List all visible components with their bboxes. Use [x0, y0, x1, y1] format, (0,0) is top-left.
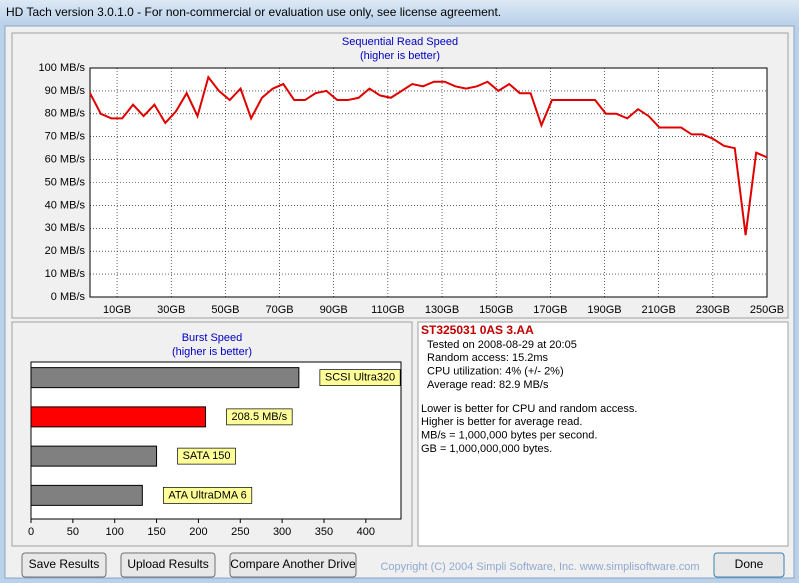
x-tick-label: 130GB: [425, 304, 459, 316]
x-tick-label: 210GB: [642, 304, 676, 316]
copyright: Copyright (C) 2004 Simpli Software, Inc.…: [380, 561, 699, 573]
x-tick-label: 170GB: [533, 304, 567, 316]
x-tick-label: 100: [106, 526, 124, 538]
bar-label: SATA 150: [183, 450, 231, 462]
read-speed-line: [89, 74, 768, 236]
bar: [30, 484, 143, 506]
button[interactable]: [713, 552, 785, 578]
y-tick-label: 30 MB/s: [45, 222, 86, 234]
x-tick-label: 50: [67, 526, 79, 538]
button-label[interactable]: Compare Another Drive: [230, 557, 356, 571]
bar-label: 208.5 MB/s: [232, 411, 288, 423]
y-tick-label: 10 MB/s: [45, 268, 86, 280]
info-line: Random access: 15.2ms: [427, 352, 549, 364]
button[interactable]: [120, 552, 216, 578]
bar-label-box: [177, 447, 236, 465]
x-tick-label: 350: [315, 526, 333, 538]
y-tick-label: 100 MB/s: [39, 62, 86, 74]
title-bar: [0, 0, 799, 25]
info-line: Average read: 82.9 MB/s: [427, 379, 549, 391]
drive-name: ST325031 0AS 3.AA: [421, 323, 534, 337]
x-tick-label: 0: [28, 526, 34, 538]
buttons: Save Results Upload Results Compare Anothe…: [21, 552, 785, 578]
info-panel: [417, 321, 789, 547]
bar-label-box: [319, 369, 401, 386]
read-title: Sequential Read Speed: [342, 36, 458, 48]
x-tick-label: 400: [357, 526, 375, 538]
button[interactable]: [229, 552, 357, 578]
y-tick-label: 80 MB/s: [45, 108, 86, 120]
bar-label: SCSI Ultra320: [325, 372, 395, 384]
y-tick-label: 60 MB/s: [45, 154, 86, 166]
x-tick-label: 110GB: [371, 304, 404, 316]
x-tick-label: 200: [189, 526, 207, 538]
x-tick-label: 70GB: [265, 304, 293, 316]
info-note: MB/s = 1,000,000 bytes per second.: [421, 430, 597, 442]
info-line: CPU utilization: 4% (+/- 2%): [427, 366, 564, 378]
y-tick-label: 70 MB/s: [45, 131, 86, 143]
button-label[interactable]: Upload Results: [127, 557, 208, 571]
x-tick-label: 10GB: [103, 304, 131, 316]
info-line: Tested on 2008-08-29 at 20:05: [427, 339, 577, 351]
button-label[interactable]: Save Results: [29, 557, 100, 571]
x-tick-label: 230GB: [696, 304, 730, 316]
window-title: HD Tach version 3.0.1.0 - For non-commer…: [6, 5, 501, 19]
bar: [30, 367, 300, 389]
x-tick-label: 190GB: [587, 304, 621, 316]
bar: [30, 445, 158, 467]
bar-label-box: [226, 408, 293, 426]
x-tick-label: 300: [273, 526, 291, 538]
y-tick-label: 0 MB/s: [51, 291, 86, 303]
x-tick-label: 250: [231, 526, 249, 538]
info-note: GB = 1,000,000,000 bytes.: [421, 443, 552, 455]
bar-label: ATA UltraDMA 6: [168, 489, 246, 501]
x-tick-label: 50GB: [211, 304, 239, 316]
bar: [30, 406, 207, 428]
info-note: Lower is better for CPU and random acces…: [421, 403, 637, 415]
x-tick-label: 90GB: [320, 304, 348, 316]
x-tick-label: 30GB: [157, 304, 185, 316]
button[interactable]: [21, 552, 107, 578]
burst-title: Burst Speed: [182, 332, 243, 344]
info-note: Higher is better for average read.: [421, 416, 582, 428]
y-tick-label: 90 MB/s: [45, 85, 86, 97]
y-tick-label: 40 MB/s: [45, 199, 86, 211]
x-tick-label: 150GB: [479, 304, 513, 316]
button-label[interactable]: Done: [735, 557, 764, 571]
bar-label-box: [162, 487, 253, 504]
x-tick-label: 150: [147, 526, 165, 538]
read-subtitle: (higher is better): [360, 50, 440, 62]
y-tick-label: 50 MB/s: [45, 176, 86, 188]
x-tick-label: 250GB: [750, 304, 784, 316]
burst-subtitle: (higher is better): [172, 346, 252, 358]
y-tick-label: 20 MB/s: [45, 245, 86, 257]
